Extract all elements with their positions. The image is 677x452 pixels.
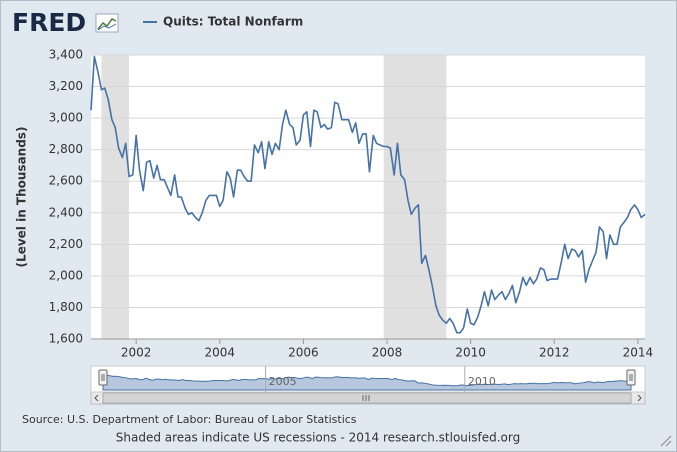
line-series bbox=[90, 55, 646, 334]
navigator-handle[interactable] bbox=[98, 369, 108, 386]
y-tick-label: 2,200 bbox=[49, 237, 83, 251]
scrollbar-arrows[interactable] bbox=[94, 394, 642, 402]
navigator-handle-body[interactable] bbox=[626, 369, 636, 386]
scrollbar-thumb[interactable] bbox=[102, 392, 632, 404]
navigator-tick-label: 2010 bbox=[468, 375, 496, 388]
logo-icon bbox=[95, 13, 119, 33]
y-tick-label: 3,200 bbox=[49, 79, 83, 93]
y-tick-label: 1,600 bbox=[49, 332, 83, 346]
x-tick-label: 2010 bbox=[455, 346, 486, 360]
recession-band bbox=[383, 55, 447, 339]
logo: FRED bbox=[12, 8, 86, 37]
resize-grip bbox=[660, 435, 672, 447]
x-tick-label: 2012 bbox=[539, 346, 570, 360]
navigator-handle[interactable] bbox=[626, 369, 636, 386]
y-tick-label: 2,000 bbox=[49, 268, 83, 282]
x-tick-label: 2006 bbox=[288, 346, 319, 360]
scrollbar[interactable] bbox=[90, 391, 646, 405]
scrollbar-grip bbox=[362, 395, 370, 401]
recession-band bbox=[101, 55, 130, 339]
navigator-handle-grip bbox=[101, 374, 105, 381]
y-tick-label: 2,400 bbox=[49, 205, 83, 219]
legend-label: Quits: Total Nonfarm bbox=[163, 15, 303, 29]
x-tick-label: 2014 bbox=[623, 346, 654, 360]
navigator-tick-label: 2005 bbox=[269, 375, 297, 388]
y-axis-label: (Level in Thousands) bbox=[15, 127, 29, 268]
y-tick-label: 2,600 bbox=[49, 174, 83, 188]
y-tick-label: 1,800 bbox=[49, 300, 83, 314]
source: Source: U.S. Department of Labor: Bureau… bbox=[22, 413, 357, 426]
plot-area bbox=[91, 55, 645, 339]
x-tick-label: 2008 bbox=[372, 346, 403, 360]
y-tick-label: 3,400 bbox=[49, 48, 83, 62]
navigator-handle-grip bbox=[629, 374, 633, 381]
x-tick-label: 2004 bbox=[205, 346, 236, 360]
navigator-area bbox=[102, 374, 632, 391]
navigator-handle-body[interactable] bbox=[98, 369, 108, 386]
y-tick-label: 3,000 bbox=[49, 111, 83, 125]
y-tick-label: 2,800 bbox=[49, 142, 83, 156]
x-tick-label: 2002 bbox=[121, 346, 152, 360]
note: Shaded areas indicate US recessions - 20… bbox=[116, 431, 520, 445]
